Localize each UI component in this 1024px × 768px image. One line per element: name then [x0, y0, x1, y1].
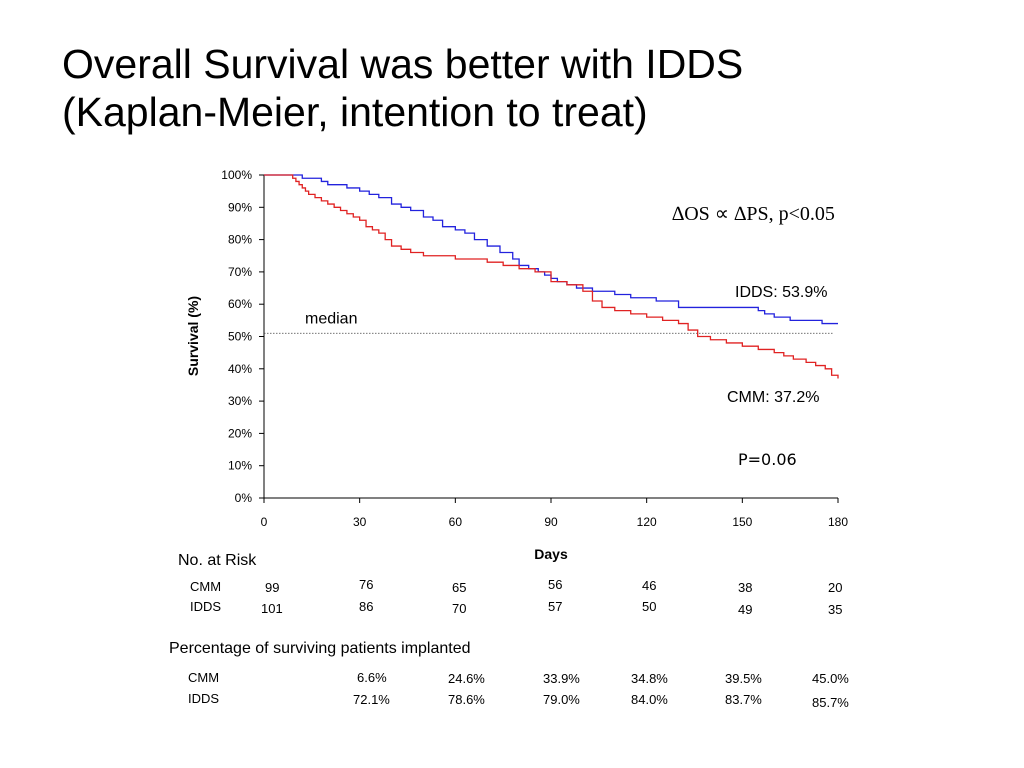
x-tick-label: 150	[732, 515, 752, 529]
risk-idds-120: 50	[642, 599, 657, 614]
y-tick-label: 0%	[235, 491, 253, 505]
implant-row-label-idds: IDDS	[188, 691, 220, 706]
implant-idds-60: 78.6%	[448, 692, 485, 707]
implant-cmm-120: 34.8%	[631, 671, 668, 686]
implant-cmm-180: 45.0%	[812, 671, 849, 686]
slide-title-line-2: (Kaplan-Meier, intention to treat)	[62, 89, 648, 135]
x-tick-label: 60	[449, 515, 463, 529]
risk-idds-90: 57	[548, 599, 563, 614]
y-tick-label: 20%	[228, 426, 252, 440]
risk-row-label-idds: IDDS	[190, 599, 222, 614]
implant-cmm-60: 24.6%	[448, 671, 485, 686]
y-tick-label: 90%	[228, 200, 252, 214]
implant-idds-150: 83.7%	[725, 692, 762, 707]
formula-annotation: ∆OS ∝ ∆PS, p<0.05	[672, 203, 835, 225]
risk-idds-30: 86	[359, 599, 374, 614]
cmm-annotation: CMM: 37.2%	[727, 389, 819, 406]
risk-cmm-30: 76	[359, 577, 374, 592]
risk-cmm-120: 46	[642, 578, 657, 593]
risk-cmm-90: 56	[548, 577, 563, 592]
x-tick-label: 0	[261, 515, 268, 529]
implant-cmm-150: 39.5%	[725, 671, 762, 686]
x-tick-label: 120	[637, 515, 657, 529]
y-tick-label: 30%	[228, 394, 252, 408]
series-line-cmm	[264, 174, 839, 379]
risk-idds-60: 70	[452, 601, 467, 616]
idds-annotation: IDDS: 53.9%	[735, 284, 827, 301]
x-tick-label: 180	[828, 515, 848, 529]
y-tick-label: 80%	[228, 233, 252, 247]
slide-title: Overall Survival was better with IDDS (K…	[62, 40, 1002, 136]
x-tick-label: 30	[353, 515, 367, 529]
risk-cmm-60: 65	[452, 580, 467, 595]
risk-idds-180: 35	[828, 602, 843, 617]
y-tick-label: 50%	[228, 330, 252, 344]
x-tick-label: 90	[544, 515, 558, 529]
series-line-idds	[264, 174, 838, 325]
implant-idds-120: 84.0%	[631, 692, 668, 707]
p-value-annotation: P=0.06	[738, 450, 797, 469]
implant-cmm-90: 33.9%	[543, 671, 580, 686]
y-tick-label: 100%	[221, 168, 252, 182]
risk-cmm-180: 20	[828, 580, 843, 595]
implant-idds-90: 79.0%	[543, 692, 580, 707]
y-tick-label: 60%	[228, 297, 252, 311]
x-axis-title: Days	[534, 546, 568, 562]
risk-table-title: No. at Risk	[178, 552, 257, 569]
slide-title-line-1: Overall Survival was better with IDDS	[62, 41, 744, 87]
median-label: median	[305, 310, 357, 327]
implant-cmm-30: 6.6%	[357, 670, 387, 685]
implant-row-label-cmm: CMM	[188, 670, 220, 685]
risk-cmm-150: 38	[738, 580, 753, 595]
risk-row-label-cmm: CMM	[190, 579, 222, 594]
implant-table-title: Percentage of surviving patients implant…	[169, 640, 471, 657]
y-axis-title: Survival (%)	[185, 296, 201, 376]
implant-idds-180: 85.7%	[812, 695, 849, 710]
risk-cmm-0: 99	[265, 580, 280, 595]
y-tick-label: 40%	[228, 362, 252, 376]
implant-idds-30: 72.1%	[353, 692, 390, 707]
risk-idds-0: 101	[261, 601, 283, 616]
y-tick-label: 70%	[228, 265, 252, 279]
risk-idds-150: 49	[738, 602, 753, 617]
y-tick-label: 10%	[228, 459, 252, 473]
